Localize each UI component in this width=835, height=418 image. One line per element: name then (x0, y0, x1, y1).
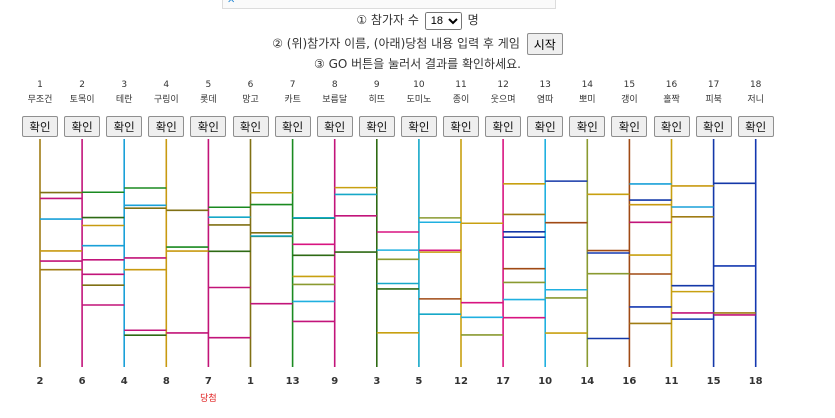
confirm-button[interactable]: 확인 (64, 116, 101, 137)
participant-count-label: ① 참가자 수 (356, 13, 419, 27)
result-value: 13 (285, 376, 300, 387)
participant-number: 4 (163, 80, 170, 90)
participant-number: 12 (497, 80, 509, 90)
participant-name: 도미노 (406, 95, 432, 105)
confirm-button[interactable]: 확인 (232, 116, 269, 137)
participant-name: 홀짝 (663, 95, 680, 105)
instruction-line-2: ② (위)참가자 이름, (아래)당첨 내용 입력 후 게임 시작 (0, 33, 835, 55)
result-value: 14 (580, 376, 595, 387)
result-value: 16 (622, 376, 637, 387)
participant-number: 7 (289, 80, 296, 90)
confirm-button[interactable]: 확인 (653, 116, 690, 137)
result-value: 1 (247, 376, 254, 387)
instruction-line-1: ① 참가자 수 18 명 (0, 11, 835, 30)
participant-name: 테란 (115, 95, 133, 105)
confirm-button[interactable]: 확인 (148, 116, 185, 137)
confirm-button[interactable]: 확인 (569, 116, 606, 137)
participant-number: 15 (623, 80, 636, 90)
result-value: 9 (331, 376, 339, 387)
participant-name: 롯데 (200, 95, 217, 105)
result-value: 5 (415, 376, 423, 387)
result-value: 10 (538, 376, 553, 387)
participant-number: 18 (749, 80, 762, 90)
participant-name: 뽀미 (579, 95, 596, 105)
result-value: 6 (78, 376, 86, 387)
participant-name: 보름달 (322, 95, 348, 105)
participant-number: 3 (121, 80, 128, 90)
confirm-button[interactable]: 확인 (190, 116, 227, 137)
participant-name: 갱이 (621, 95, 638, 105)
confirm-button[interactable]: 확인 (443, 116, 479, 137)
participant-name: 피북 (705, 95, 722, 105)
participant-name: 염따 (536, 95, 554, 105)
result-value: 2 (36, 376, 44, 387)
ad-banner[interactable]: ✕ (222, 0, 556, 9)
participant-number: 2 (79, 80, 85, 90)
participant-name: 히뜨 (368, 95, 386, 105)
instruction-line-3: ③ GO 버튼을 눌러서 결과를 확인하세요. (314, 57, 521, 71)
participant-number: 10 (413, 80, 425, 90)
confirm-button[interactable]: 확인 (22, 116, 58, 137)
participant-name: 망고 (242, 95, 259, 105)
participant-name: 카트 (284, 95, 301, 105)
participant-name: 종이 (452, 95, 470, 105)
result-value: 8 (162, 376, 170, 387)
confirm-button[interactable]: 확인 (737, 116, 774, 137)
participant-count-select[interactable]: 18 (424, 11, 462, 30)
result-value: 15 (706, 376, 721, 387)
confirm-button[interactable]: 확인 (106, 116, 143, 137)
participant-number: 14 (581, 80, 594, 90)
confirm-button[interactable]: 확인 (358, 116, 395, 137)
participant-name: 웃으며 (490, 95, 516, 105)
instruction-text-2: ② (위)참가자 이름, (아래)당첨 내용 입력 후 게임 (272, 36, 520, 51)
participant-number: 11 (455, 80, 467, 90)
result-value: 11 (664, 376, 679, 387)
confirm-button[interactable]: 확인 (316, 116, 353, 137)
participant-number: 9 (373, 80, 380, 90)
result-value: 18 (748, 376, 763, 387)
result-value: 7 (204, 376, 212, 387)
participant-number: 17 (707, 80, 720, 90)
participant-number: 16 (665, 80, 678, 90)
result-value: 4 (120, 376, 128, 387)
participant-name: 저니 (747, 95, 764, 105)
confirm-button[interactable]: 확인 (274, 116, 311, 137)
participant-number: 8 (331, 80, 338, 90)
winner-label: 당첨 (200, 394, 217, 404)
confirm-button[interactable]: 확인 (485, 116, 522, 137)
ad-close-icon[interactable]: ✕ (227, 0, 236, 6)
confirm-button[interactable]: 확인 (695, 116, 732, 137)
participant-name: 무조건 (27, 95, 53, 105)
result-value: 3 (373, 376, 381, 387)
confirm-button[interactable]: 확인 (611, 116, 648, 137)
start-button[interactable]: 시작 (526, 33, 563, 55)
participant-number: 6 (247, 80, 254, 90)
participant-name: 구링이 (153, 95, 179, 105)
confirm-button[interactable]: 확인 (527, 116, 564, 137)
participant-number: 1 (37, 80, 43, 90)
result-value: 17 (496, 376, 511, 387)
participant-number: 5 (205, 80, 212, 90)
confirm-button[interactable]: 확인 (400, 116, 437, 137)
result-value: 12 (454, 376, 468, 387)
count-unit-label: 명 (467, 13, 479, 27)
participant-number: 13 (539, 80, 551, 90)
participant-name: 토목이 (69, 95, 95, 105)
